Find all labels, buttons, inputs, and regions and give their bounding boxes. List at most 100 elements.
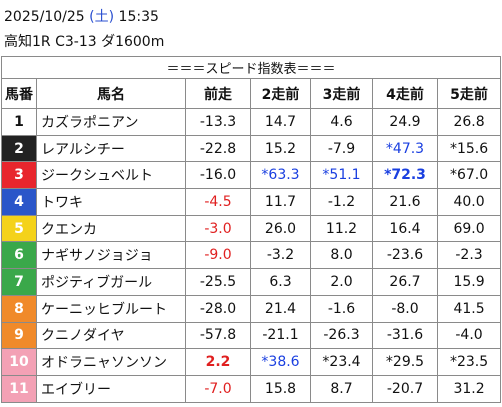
speed-index: 26.7: [372, 268, 438, 296]
horse-row: 4 トワキ -4.5 11.7 -1.2 21.6 40.0: [1, 188, 502, 216]
column-header: 2走前: [250, 78, 311, 109]
speed-index: -2.3: [436, 241, 502, 270]
speed-index: -7.9: [310, 134, 373, 163]
speed-index: -23.6: [372, 241, 438, 270]
speed-index: *29.5: [372, 348, 438, 376]
horse-number: 6: [1, 241, 37, 270]
speed-index: -20.7: [372, 374, 438, 403]
speed-index: 26.0: [250, 214, 311, 243]
horse-name: カズラポニアン: [36, 108, 186, 136]
speed-index: 31.2: [436, 374, 502, 403]
speed-index: 15.8: [250, 374, 311, 403]
horse-row: 5 クエンカ -3.0 26.0 11.2 16.4 69.0: [1, 214, 502, 243]
speed-index: -1.6: [310, 294, 373, 323]
header-row: 馬番 馬名 前走 2走前 3走前 4走前 5走前: [1, 78, 502, 109]
speed-index: *15.6: [436, 134, 502, 163]
horse-number: 1: [1, 108, 37, 136]
weekday: (土): [89, 9, 115, 25]
speed-index: 11.2: [310, 214, 373, 243]
horse-name: クエンカ: [36, 214, 186, 243]
horse-number: 7: [1, 268, 37, 296]
horse-number: 9: [1, 321, 37, 350]
horse-name: トワキ: [36, 188, 186, 216]
speed-index: 15.2: [250, 134, 311, 163]
horse-number: 2: [1, 134, 37, 163]
speed-index: 21.4: [250, 294, 311, 323]
column-header: 4走前: [372, 78, 438, 109]
speed-index: -8.0: [372, 294, 438, 323]
speed-index: -25.5: [185, 268, 251, 296]
horse-name: クニノダイヤ: [36, 321, 186, 350]
column-header: 馬番: [1, 78, 37, 109]
speed-table: ＝＝＝スピード指数表＝＝＝ 馬番 馬名 前走 2走前 3走前 4走前 5走前 1 カズラポニアン -…: [0, 56, 502, 403]
horse-number: 11: [1, 374, 37, 403]
speed-index: -9.0: [185, 241, 251, 270]
speed-index: 14.7: [250, 108, 311, 136]
speed-index: 40.0: [436, 188, 502, 216]
horse-number: 8: [1, 294, 37, 323]
speed-index: 69.0: [436, 214, 502, 243]
speed-index: *23.5: [436, 348, 502, 376]
speed-index: -21.1: [250, 321, 311, 350]
table-title: ＝＝＝スピード指数表＝＝＝: [0, 56, 502, 79]
speed-index: -22.8: [185, 134, 251, 163]
horse-name: レアルシチー: [36, 134, 186, 163]
speed-index: *63.3: [250, 161, 311, 190]
speed-index: -7.0: [185, 374, 251, 403]
speed-index: *38.6: [250, 348, 311, 376]
horse-row: 3 ジークシュベルト -16.0 *63.3 *51.1 *72.3 *67.0: [1, 161, 502, 190]
horse-number: 3: [1, 161, 37, 190]
title-row: ＝＝＝スピード指数表＝＝＝: [0, 56, 502, 79]
time: 15:35: [118, 9, 159, 25]
horse-row: 9 クニノダイヤ -57.8 -21.1 -26.3 -31.6 -4.0: [1, 321, 502, 350]
speed-index: 16.4: [372, 214, 438, 243]
column-header: 前走: [185, 78, 251, 109]
race-info: 高知1R C3-13 ダ1600m: [4, 34, 165, 50]
speed-index: -3.2: [250, 241, 311, 270]
speed-index: 2.2: [185, 348, 251, 376]
horse-row: 2 レアルシチー -22.8 15.2 -7.9 *47.3 *15.6: [1, 134, 502, 163]
horse-row: 6 ナギサノジョジョ -9.0 -3.2 8.0 -23.6 -2.3: [1, 241, 502, 270]
speed-index: *51.1: [310, 161, 373, 190]
speed-index: 4.6: [310, 108, 373, 136]
speed-index: -28.0: [185, 294, 251, 323]
horse-name: オドラニャソンソン: [36, 348, 186, 376]
speed-index: -1.2: [310, 188, 373, 216]
speed-index: 2.0: [310, 268, 373, 296]
speed-index: 15.9: [436, 268, 502, 296]
speed-index: -31.6: [372, 321, 438, 350]
horse-row: 8 ケーニッヒブルート -28.0 21.4 -1.6 -8.0 41.5: [1, 294, 502, 323]
horse-number: 5: [1, 214, 37, 243]
speed-index: 24.9: [372, 108, 438, 136]
speed-index: *23.4: [310, 348, 373, 376]
column-header: 馬名: [36, 78, 186, 109]
horse-row: 1 カズラポニアン -13.3 14.7 4.6 24.9 26.8: [1, 108, 502, 136]
speed-index: -16.0: [185, 161, 251, 190]
speed-index: *67.0: [436, 161, 502, 190]
speed-index: *72.3: [372, 161, 438, 190]
speed-index: 41.5: [436, 294, 502, 323]
horse-row: 10 オドラニャソンソン 2.2 *38.6 *23.4 *29.5 *23.5: [1, 348, 502, 376]
speed-index: -13.3: [185, 108, 251, 136]
horse-name: ケーニッヒブルート: [36, 294, 186, 323]
date-line: 2025/10/25 (土) 15:35: [4, 6, 159, 26]
speed-index: -26.3: [310, 321, 373, 350]
speed-index: 6.3: [250, 268, 311, 296]
horse-name: ナギサノジョジョ: [36, 241, 186, 270]
speed-index: -4.5: [185, 188, 251, 216]
horse-name: ジークシュベルト: [36, 161, 186, 190]
horse-number: 4: [1, 188, 37, 216]
horse-name: エイブリー: [36, 374, 186, 403]
date: 2025/10/25: [4, 9, 85, 25]
column-header: 3走前: [310, 78, 373, 109]
speed-index: 26.8: [436, 108, 502, 136]
speed-index: -4.0: [436, 321, 502, 350]
horse-number: 10: [1, 348, 37, 376]
column-header: 5走前: [436, 78, 502, 109]
speed-index: 8.7: [310, 374, 373, 403]
horse-row: 11 エイブリー -7.0 15.8 8.7 -20.7 31.2: [1, 374, 502, 403]
horse-row: 7 ポジティブガール -25.5 6.3 2.0 26.7 15.9: [1, 268, 502, 296]
speed-index: -57.8: [185, 321, 251, 350]
horse-name: ポジティブガール: [36, 268, 186, 296]
